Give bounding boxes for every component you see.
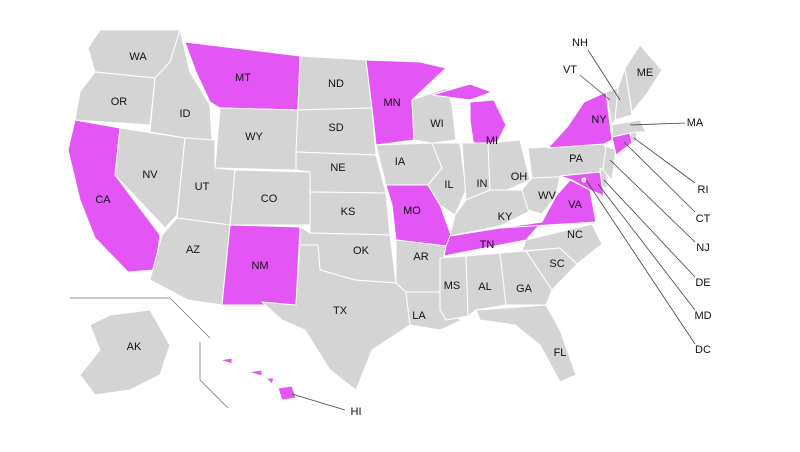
- inset-borders: [70, 297, 229, 409]
- state-label-ar: AR: [413, 251, 428, 263]
- state-label-ks: KS: [341, 206, 356, 218]
- state-ia[interactable]: [375, 142, 443, 186]
- state-hi[interactable]: [277, 385, 297, 401]
- state-label-wi: WI: [430, 118, 443, 130]
- state-label-ny: NY: [591, 114, 607, 126]
- state-label-nd: ND: [328, 78, 344, 90]
- state-labels: WA OR CA ID NV MT WY UT CO AZ NM ND SD NE KS OK TX MN IA MO…: [95, 37, 711, 418]
- state-label-az: AZ: [186, 244, 200, 256]
- state-label-ak: AK: [127, 341, 142, 353]
- state-label-in: IN: [477, 178, 488, 190]
- state-wi[interactable]: [411, 87, 457, 144]
- state-label-tn: TN: [480, 239, 495, 251]
- state-label-nm: NM: [251, 260, 268, 272]
- state-label-or: OR: [111, 96, 128, 108]
- leader-line-ma: [629, 122, 686, 126]
- state-label-nj: NJ: [696, 242, 709, 254]
- state-label-de: DE: [695, 277, 710, 289]
- hawaii-inset-border: [199, 342, 229, 409]
- state-label-vt: VT: [563, 64, 577, 76]
- state-label-wa: WA: [129, 51, 147, 63]
- state-ak[interactable]: [79, 309, 171, 396]
- leader-lines: [291, 49, 696, 411]
- state-hi[interactable]: [219, 357, 233, 365]
- state-nv[interactable]: [114, 127, 186, 229]
- state-fl[interactable]: [475, 304, 577, 383]
- state-label-ms: MS: [444, 280, 461, 292]
- leader-line-ri: [633, 137, 696, 184]
- state-label-ma: MA: [687, 117, 704, 129]
- alaska-inset-border: [70, 297, 211, 339]
- state-label-hi: HI: [351, 406, 362, 418]
- state-nh[interactable]: [614, 67, 633, 121]
- state-ma[interactable]: [611, 119, 647, 138]
- leader-line-md: [597, 183, 696, 311]
- state-label-ok: OK: [353, 245, 370, 257]
- state-label-va: VA: [568, 199, 583, 211]
- state-label-ct: CT: [696, 213, 711, 225]
- state-ms[interactable]: [439, 255, 469, 321]
- state-me[interactable]: [624, 44, 663, 113]
- leader-line-de: [603, 179, 696, 278]
- state-oh[interactable]: [487, 139, 531, 196]
- state-va[interactable]: [499, 179, 597, 229]
- state-label-mt: MT: [235, 72, 251, 84]
- state-label-oh: OH: [511, 171, 528, 183]
- state-mi[interactable]: [431, 83, 493, 101]
- state-nj[interactable]: [602, 145, 617, 181]
- leader-line-nh: [587, 49, 621, 101]
- state-shapes: [67, 29, 663, 401]
- state-label-fl: FL: [554, 347, 567, 359]
- state-hi[interactable]: [265, 377, 275, 385]
- state-nc[interactable]: [521, 223, 603, 265]
- state-label-dc: DC: [695, 344, 711, 356]
- state-label-id: ID: [180, 108, 191, 120]
- state-label-ca: CA: [95, 194, 111, 206]
- state-tx[interactable]: [261, 244, 411, 391]
- state-label-pa: PA: [569, 153, 584, 165]
- leader-line-ct: [623, 141, 696, 213]
- state-label-il: IL: [444, 179, 453, 191]
- state-label-nc: NC: [567, 229, 583, 241]
- leader-line-dc: [585, 179, 696, 345]
- state-label-md: MD: [694, 310, 711, 322]
- leader-line-nj: [609, 159, 696, 243]
- state-label-nv: NV: [142, 169, 158, 181]
- state-label-co: CO: [261, 193, 278, 205]
- state-label-nh: NH: [572, 37, 588, 49]
- state-or[interactable]: [74, 71, 156, 126]
- leader-line-hi: [291, 393, 346, 411]
- state-label-mi: MI: [486, 135, 498, 147]
- state-label-tx: TX: [333, 305, 348, 317]
- state-label-wy: WY: [245, 131, 263, 143]
- state-hi[interactable]: [247, 369, 263, 377]
- state-label-ky: KY: [498, 211, 513, 223]
- state-al[interactable]: [465, 252, 507, 317]
- state-dc[interactable]: [581, 177, 587, 183]
- state-il[interactable]: [427, 142, 467, 216]
- state-label-mn: MN: [383, 97, 400, 109]
- state-az[interactable]: [149, 217, 231, 306]
- state-label-sd: SD: [328, 122, 343, 134]
- state-label-al: AL: [478, 281, 491, 293]
- state-label-mo: MO: [403, 205, 421, 217]
- state-label-ne: NE: [330, 162, 345, 174]
- state-label-wv: WV: [538, 190, 556, 202]
- leader-line-vt: [579, 74, 611, 101]
- state-label-la: LA: [412, 310, 426, 322]
- state-label-ia: IA: [395, 156, 406, 168]
- state-label-me: ME: [637, 67, 654, 79]
- state-label-ri: RI: [698, 184, 709, 196]
- state-label-ga: GA: [516, 283, 533, 295]
- state-label-ut: UT: [195, 181, 210, 193]
- state-label-sc: SC: [549, 258, 564, 270]
- state-ar[interactable]: [395, 239, 447, 293]
